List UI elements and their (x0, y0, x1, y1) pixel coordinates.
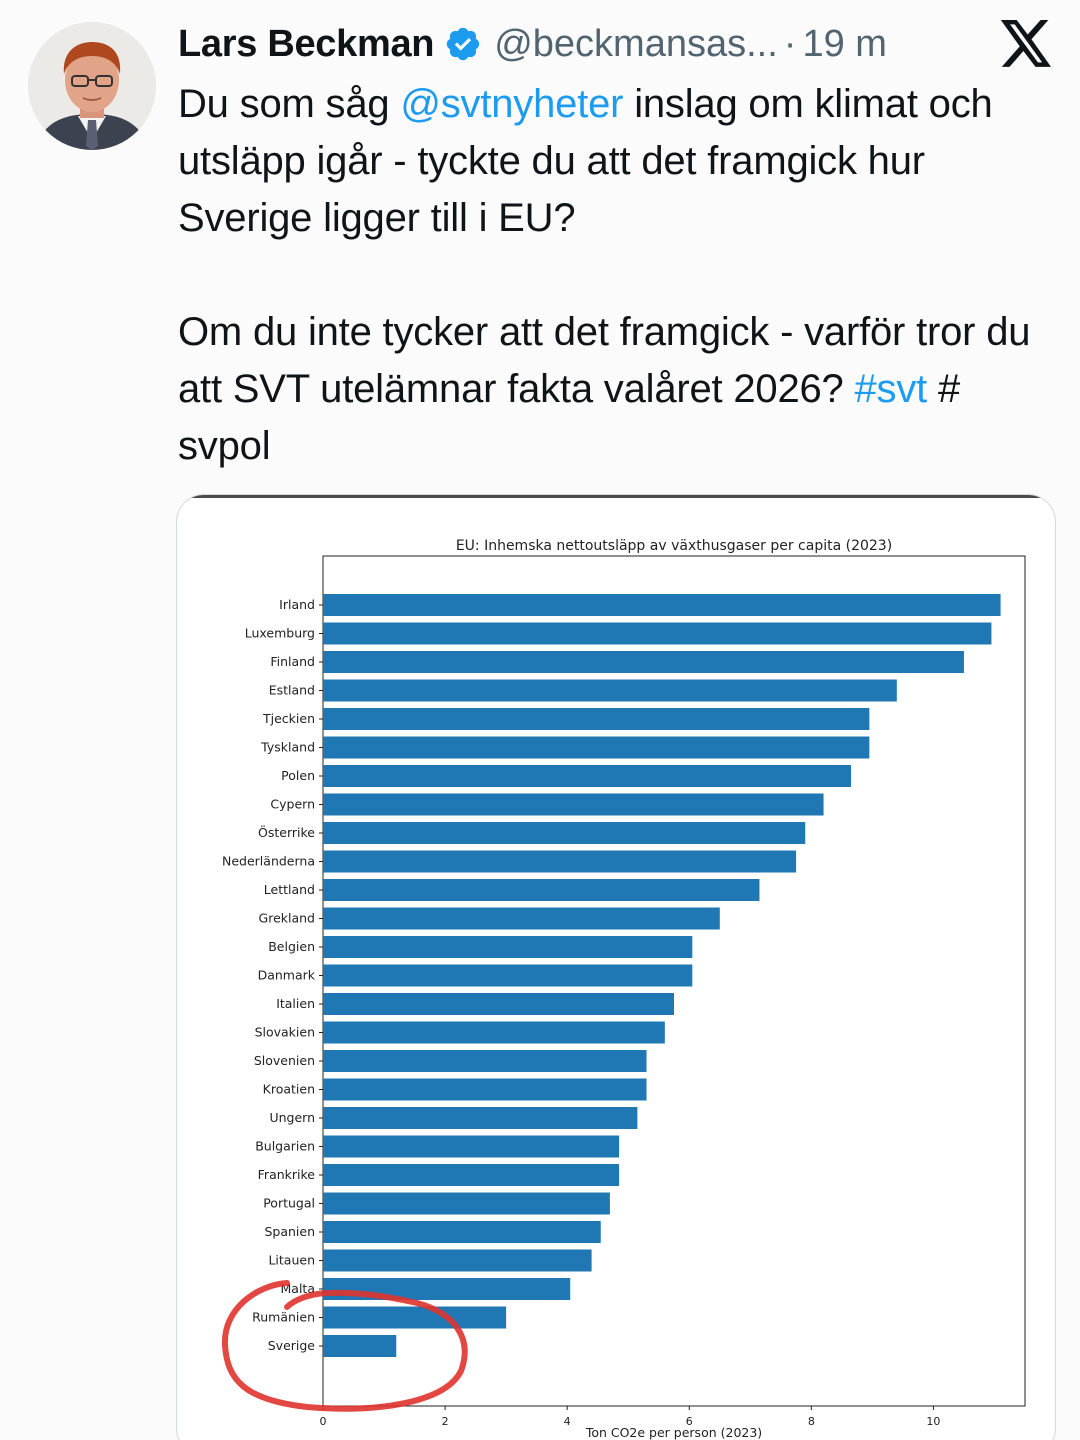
category-label: Polen (281, 768, 315, 783)
category-label: Bulgarien (255, 1139, 315, 1154)
category-label: Grekland (259, 911, 315, 926)
bar-lettland (323, 879, 760, 901)
annotation-circle (221, 1280, 468, 1412)
bar-belgien (323, 936, 693, 958)
bar-kroatien (323, 1078, 647, 1101)
category-label: Lettland (264, 882, 315, 897)
category-label: Portugal (263, 1196, 315, 1211)
category-label: Rumänien (252, 1310, 315, 1325)
text-fragment: inslag om klimat och utsläpp igår - tyck… (178, 82, 993, 240)
hashtag-link[interactable]: #svt (854, 367, 928, 411)
x-logo-icon[interactable] (1000, 20, 1054, 68)
category-label: Irland (279, 597, 315, 612)
category-label: Estland (269, 683, 315, 698)
category-label: Slovenien (254, 1053, 315, 1068)
bar-sverige (323, 1335, 397, 1357)
x-tick-label: 8 (808, 1415, 815, 1428)
separator-dot: · (783, 22, 797, 65)
timestamp[interactable]: 19 m (802, 22, 887, 65)
category-labels: Irland Luxemburg Finland Estland Tjeckien Tys… (222, 597, 323, 1353)
bar-grekland (323, 907, 720, 930)
bar-nederländerna (323, 850, 797, 873)
bar-danmark (323, 964, 693, 987)
bar-irland (323, 594, 1001, 616)
chart-title: EU: Inhemska nettoutsläpp av växthusgase… (456, 538, 892, 554)
category-label: Litauen (268, 1253, 315, 1268)
bar-finland (323, 651, 964, 673)
bar-italien (323, 993, 674, 1015)
x-tick-label: 10 (926, 1415, 940, 1428)
category-label: Frankrike (258, 1167, 316, 1182)
bar-cypern (323, 793, 824, 816)
x-tick-label: 4 (564, 1415, 571, 1428)
avatar-photo (28, 22, 156, 150)
category-label: Cypern (270, 797, 315, 812)
bar-polen (323, 765, 852, 787)
author-handle[interactable]: @beckmansas... (494, 22, 778, 65)
x-tick-label: 0 (320, 1415, 327, 1428)
bar-rumänien (323, 1306, 507, 1329)
author-name[interactable]: Lars Beckman (178, 22, 435, 65)
category-label: Ungern (269, 1110, 315, 1125)
x-tick-label: 2 (442, 1415, 449, 1428)
bar-chart: EU: Inhemska nettoutsläpp av växthusgase… (221, 538, 1026, 1440)
bar-bulgarien (323, 1135, 620, 1158)
tweet-header: Lars Beckman @beckmansas... · 19 m (178, 16, 1058, 72)
bar-slovenien (323, 1050, 647, 1072)
category-label: Luxemburg (245, 626, 315, 641)
tweet-paragraph-1: Du som såg @svtnyheter inslag om klimat … (178, 76, 1058, 247)
bar-tyskland (323, 736, 870, 759)
bar-estland (323, 679, 897, 702)
category-label: Italien (276, 996, 315, 1011)
bar-slovakien (323, 1021, 665, 1044)
category-label: Sverige (268, 1338, 316, 1353)
bar-tjeckien (323, 708, 870, 730)
bars-layer (323, 594, 1001, 1357)
x-axis-label: Ton CO2e per person (2023) (585, 1425, 762, 1440)
text-fragment: Om du inte tycker att det framgick - var… (178, 310, 1031, 411)
tweet-paragraph-2: Om du inte tycker att det framgick - var… (178, 304, 1058, 475)
category-label: Tyskland (260, 740, 315, 755)
text-fragment: Du som såg (178, 82, 401, 126)
x-tick-label: 6 (686, 1415, 693, 1428)
category-label: Österrike (258, 824, 315, 840)
category-label: Nederländerna (222, 854, 315, 869)
category-label: Spanien (264, 1224, 315, 1239)
bar-spanien (323, 1221, 601, 1243)
x-ticks: 0 2 4 6 8 10 (320, 1406, 940, 1428)
bar-frankrike (323, 1164, 620, 1186)
category-label: Kroatien (263, 1082, 315, 1097)
category-label: Danmark (258, 968, 316, 983)
media-image[interactable]: EU: Inhemska nettoutsläpp av växthusgase… (176, 494, 1056, 1440)
category-label: Finland (270, 654, 315, 669)
bar-ungern (323, 1107, 638, 1129)
category-label: Tjeckien (262, 711, 315, 726)
mention-link[interactable]: @svtnyheter (400, 82, 624, 126)
avatar[interactable] (28, 22, 156, 150)
tweet-text: Du som såg @svtnyheter inslag om klimat … (178, 76, 1058, 475)
category-label: Slovakien (255, 1025, 315, 1040)
verified-badge-icon (446, 27, 480, 61)
bar-luxemburg (323, 622, 992, 645)
category-label: Belgien (268, 939, 315, 954)
bar-portugal (323, 1192, 610, 1215)
bar-österrike (323, 822, 806, 844)
text-fragment: # svpol (178, 367, 961, 468)
bar-litauen (323, 1249, 592, 1272)
